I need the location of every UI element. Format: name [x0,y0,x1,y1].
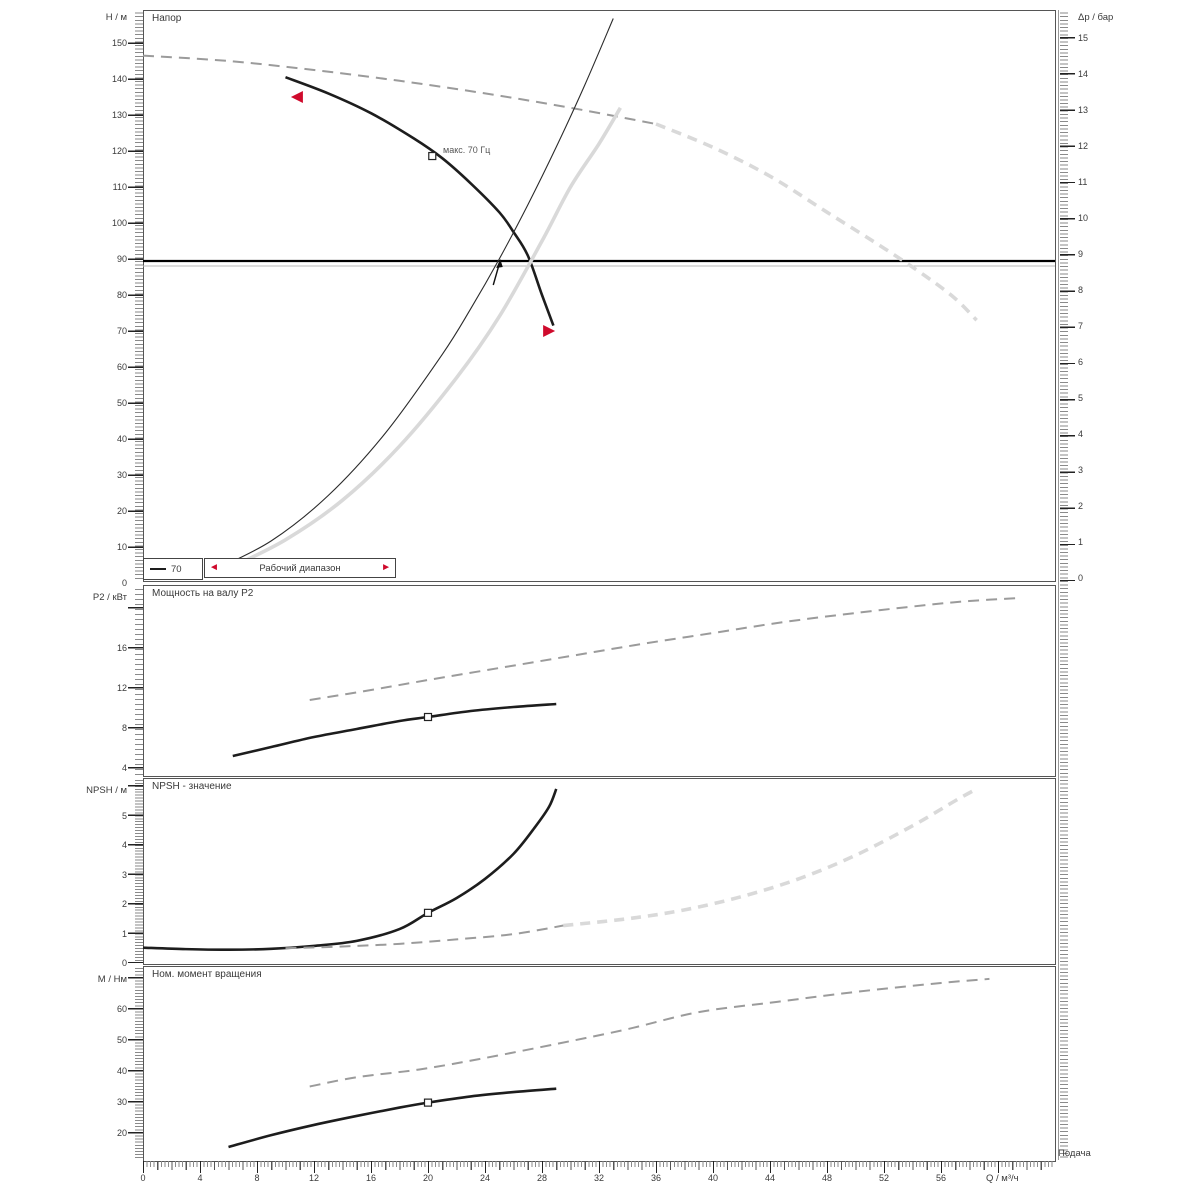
torque-tick-label: 30 [116,1097,127,1107]
dp-tick-label: 12 [1078,141,1089,151]
x-tick-label: 16 [365,1173,376,1183]
legend-working-range: ◄ Рабочий диапазон ► [204,558,396,578]
x-tick-label: 28 [536,1173,547,1183]
npsh-panel [143,778,1056,965]
head-tick-label: 120 [111,146,127,156]
dp-tick-label: 6 [1078,357,1084,367]
dp-tick-label: 1 [1078,537,1084,547]
dp-axis-minor-ticks [1060,10,1068,1160]
torque-axis-label: M / Нм [97,974,127,985]
x-tick-label: 36 [650,1173,661,1183]
x-tick-label: 24 [479,1173,490,1183]
x-tick-label: 20 [422,1173,433,1183]
x-axis-unit-label: Q / м³/ч [986,1173,1019,1184]
legend-curve-line: 70 [143,558,203,580]
torque-tick-label: 20 [116,1128,127,1138]
dp-tick-label: 10 [1078,213,1089,223]
x-axis-title: Подача [1058,1148,1091,1159]
head-tick-label: 90 [116,254,127,264]
dp-tick-label: 2 [1078,501,1084,511]
head-tick-label: 20 [116,506,127,516]
range-left-arrow-icon[interactable]: ◄ [209,562,219,573]
dp-tick-label: 14 [1078,69,1089,79]
dp-tick-label: 11 [1078,177,1088,187]
x-tick-label: 0 [140,1173,146,1183]
npsh-tick-label: 4 [121,840,127,850]
dp-tick-label: 0 [1078,573,1084,583]
torque-panel-title: Ном. момент вращения [152,969,262,980]
npsh-tick-label: 2 [121,899,127,909]
head-axis-label: H / м [105,12,127,23]
head-tick-label: 40 [116,434,127,444]
power-tick-label: 16 [116,643,127,653]
power-tick-label: 12 [116,683,127,693]
dp-tick-label: 9 [1078,249,1084,259]
npsh-axis-label: NPSH / м [86,785,127,796]
x-tick-label: 8 [254,1173,260,1183]
torque-tick-label: 40 [116,1066,127,1076]
power-axis-major-ticks [128,585,143,775]
head-panel [143,10,1056,582]
x-tick-label: 44 [764,1173,775,1183]
dp-tick-label: 3 [1078,465,1084,475]
x-tick-label: 56 [935,1173,946,1183]
head-tick-label: 0 [121,578,127,588]
legend-line-value: 70 [171,563,182,575]
power-panel-title: Мощность на валу P2 [152,588,254,599]
head-tick-label: 70 [116,326,127,336]
dp-axis-major-ticks [1060,10,1075,581]
x-tick-label: 32 [593,1173,604,1183]
npsh-tick-label: 5 [121,810,127,821]
npsh-tick-label: 3 [121,869,127,880]
x-tick-label: 4 [197,1173,203,1183]
dp-tick-label: 4 [1078,429,1084,439]
x-tick-label: 12 [308,1173,319,1183]
x-axis-major-ticks [143,1161,1055,1173]
dp-tick-label: 15 [1078,33,1089,43]
dp-tick-label: 8 [1078,285,1084,295]
head-tick-label: 140 [111,74,127,84]
dp-tick-label: 7 [1078,321,1084,331]
head-tick-label: 30 [116,470,127,480]
x-tick-label: 52 [878,1173,889,1183]
head-tick-label: 60 [116,362,127,372]
x-tick-label: 40 [707,1173,718,1183]
dp-tick-label: 5 [1078,393,1084,403]
npsh-tick-label: 0 [121,958,127,968]
range-right-arrow-icon[interactable]: ► [381,562,391,573]
torque-tick-label: 50 [116,1035,127,1045]
head-tick-label: 100 [111,218,127,228]
legend-range-label: Рабочий диапазон [259,562,341,574]
qh-curve-frequency-label: макс. 70 Гц [443,145,491,155]
x-tick-label: 48 [821,1173,832,1183]
power-tick-label: 4 [121,763,127,773]
dp-axis-label: Δp / бар [1078,12,1114,23]
npsh-axis-major-ticks [128,778,143,963]
head-panel-title: Напор [152,13,182,24]
right-border-line [1058,10,1059,1160]
head-tick-label: 130 [111,110,127,120]
power-axis-label: P2 / кВт [92,592,127,603]
torque-tick-label: 60 [116,1004,127,1014]
torque-axis-major-ticks [128,966,143,1160]
npsh-panel-title: NPSH - значение [152,781,232,792]
head-axis-major-ticks [128,10,143,581]
dp-tick-label: 13 [1078,105,1089,115]
legend-line-sample-icon [150,568,166,570]
power-panel [143,585,1056,777]
npsh-tick-label: 1 [121,928,127,939]
head-tick-label: 150 [111,38,127,48]
head-tick-label: 110 [112,182,127,192]
head-tick-label: 80 [116,290,127,300]
power-tick-label: 8 [121,723,127,733]
head-tick-label: 10 [116,542,127,552]
head-tick-label: 50 [116,398,127,408]
torque-panel [143,966,1056,1162]
